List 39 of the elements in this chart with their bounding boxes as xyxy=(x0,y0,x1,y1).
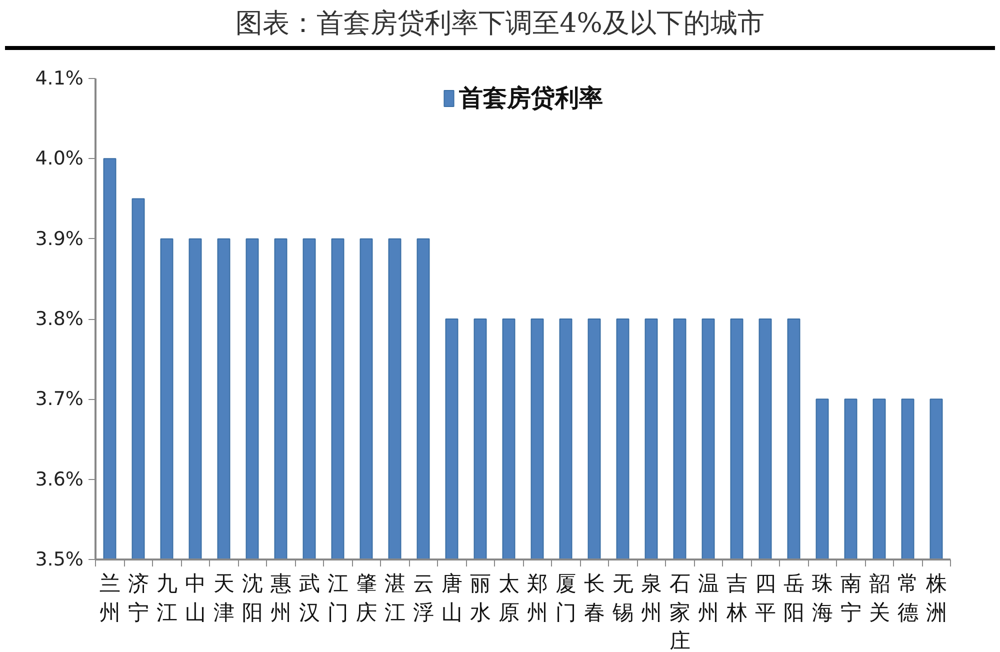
x-tick-label: 株洲 xyxy=(924,572,947,624)
x-tick-label: 厦门 xyxy=(555,572,576,624)
x-tick-label: 唐山 xyxy=(441,572,462,624)
x-tick-label: 吉林 xyxy=(725,572,748,624)
x-tick-label: 济宁 xyxy=(128,572,149,624)
x-tick-label: 九江 xyxy=(156,572,178,624)
y-tick-label: 3.8% xyxy=(35,308,84,330)
x-tick-label: 江门 xyxy=(327,572,348,624)
x-tick-label: 太原 xyxy=(498,572,520,624)
x-tick-label: 韶关 xyxy=(868,572,890,624)
y-tick-label: 4.0% xyxy=(35,148,84,170)
x-tick-label: 南宁 xyxy=(840,572,862,624)
y-tick-label: 3.7% xyxy=(35,388,84,410)
x-tick-label: 云浮 xyxy=(412,572,434,624)
x-tick-label: 珠海 xyxy=(812,572,833,624)
x-tick-label: 肇庆 xyxy=(356,572,377,624)
x-tick-label: 泉州 xyxy=(640,572,662,624)
x-tick-label: 温州 xyxy=(698,572,719,624)
x-tick-label: 无锡 xyxy=(611,572,634,624)
x-tick-label: 沈阳 xyxy=(242,572,263,624)
x-tick-label: 武汉 xyxy=(298,572,320,624)
x-tick-label: 常德 xyxy=(897,572,918,624)
chart-title: 图表：首套房贷利率下调至4%及以下的城市 xyxy=(5,5,995,50)
x-tick-label: 四平 xyxy=(754,572,776,624)
x-tick-label: 惠州 xyxy=(269,572,292,624)
x-tick-label: 湛江 xyxy=(384,572,406,624)
legend-label: 首套房贷利率 xyxy=(459,83,603,114)
x-tick-label: 兰州 xyxy=(99,572,120,624)
y-tick-label: 3.9% xyxy=(35,228,84,250)
x-tick-label: 长春 xyxy=(584,572,605,624)
x-tick-label: 丽水 xyxy=(470,572,491,624)
x-tick-label: 天津 xyxy=(213,572,234,624)
x-tick-label: 中山 xyxy=(184,572,206,624)
y-tick-label: 3.6% xyxy=(35,468,84,490)
x-tick-label: 石家庄 xyxy=(669,572,690,652)
x-tick-label: 岳阳 xyxy=(783,572,804,624)
y-tick-label: 4.1% xyxy=(35,68,84,90)
y-tick-label: 3.5% xyxy=(35,548,84,570)
x-tick-label: 郑州 xyxy=(526,572,548,624)
